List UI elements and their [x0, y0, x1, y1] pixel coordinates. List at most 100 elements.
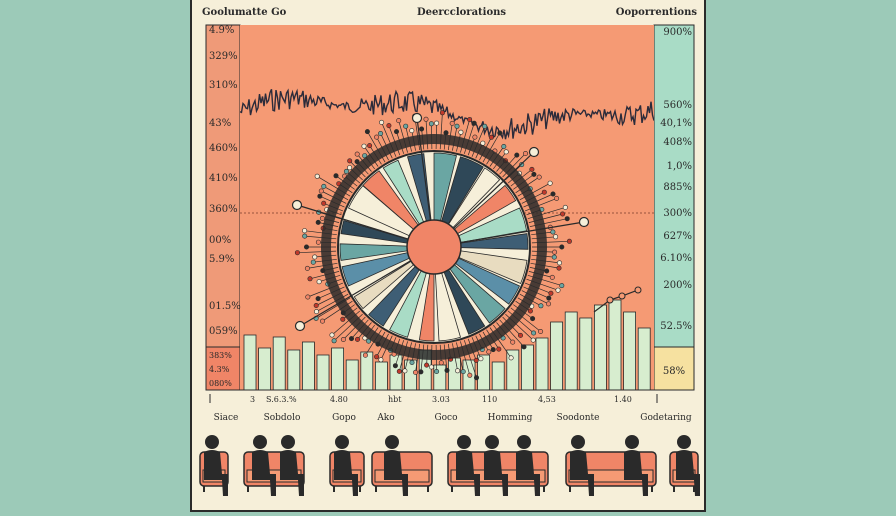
pin-head — [445, 368, 449, 372]
bar — [521, 345, 533, 390]
pin-head — [552, 255, 556, 259]
trend-point — [607, 297, 613, 303]
bar — [609, 300, 621, 390]
right-box-label: 58% — [663, 366, 685, 377]
left-labels: 4.9% 329% 310% 43% 460% 410% 360% 00% 5.… — [209, 25, 241, 388]
pin-head — [531, 331, 535, 335]
pin-head — [546, 302, 550, 306]
pin-head — [363, 353, 367, 357]
couch-icon — [372, 452, 432, 492]
pin-head — [320, 319, 324, 323]
x-tick-label: 110 — [482, 395, 497, 404]
pin-head — [316, 296, 320, 300]
pin-head — [439, 361, 443, 365]
pin-head — [511, 340, 515, 344]
pin-head — [303, 234, 307, 238]
pin-head — [531, 338, 535, 342]
pin-head — [473, 135, 477, 139]
pin-head — [403, 369, 407, 373]
pin-head — [319, 189, 323, 193]
right-label: 6.10% — [660, 253, 692, 264]
left-label: 01.5% — [209, 301, 241, 312]
pin-head — [498, 131, 502, 135]
right-label: 52.5% — [660, 321, 692, 332]
pin-head — [468, 373, 472, 377]
x-tick-label: 3.03 — [432, 395, 450, 404]
bar — [580, 318, 592, 390]
pin-head — [348, 159, 352, 163]
pin-head — [316, 220, 320, 224]
pin-head — [374, 135, 378, 139]
pin-head — [322, 201, 326, 205]
x-tick-label: 4,53 — [538, 395, 556, 404]
pin-head — [317, 280, 321, 284]
pin-head — [318, 194, 322, 198]
pin-head — [315, 174, 319, 178]
x-tick-label: 3 — [250, 395, 255, 404]
bar — [244, 335, 256, 390]
pin-head — [545, 269, 549, 273]
seating-illustration — [200, 435, 700, 496]
pin-head — [305, 266, 309, 270]
pin-head — [556, 288, 560, 292]
pointer-dot — [580, 218, 589, 227]
pin-head — [379, 358, 383, 362]
pin-head — [397, 118, 401, 122]
bar — [375, 362, 387, 390]
pin-head — [440, 111, 444, 115]
pin-head — [474, 358, 478, 362]
pin-head — [332, 339, 336, 343]
bar — [551, 322, 563, 390]
right-label: 1,0% — [667, 161, 692, 172]
pin-head — [472, 121, 476, 125]
pin-head — [379, 120, 383, 124]
right-label: 408% — [663, 137, 692, 148]
left-label: 410% — [209, 173, 238, 184]
pin-head — [394, 129, 398, 133]
pin-head — [419, 370, 423, 374]
pin-head — [548, 181, 552, 185]
pin-head — [397, 369, 401, 373]
pin-head — [344, 169, 348, 173]
pin-head — [419, 127, 423, 131]
pin-head — [483, 124, 487, 128]
pin-head — [434, 369, 438, 373]
bar — [536, 338, 548, 390]
pin-head — [314, 303, 318, 307]
pin-head — [393, 364, 397, 368]
pin-head — [551, 192, 555, 196]
left-label: 5.9% — [209, 254, 234, 265]
pin-head — [311, 260, 315, 264]
pointer-dot — [296, 322, 305, 331]
pin-head — [497, 347, 501, 351]
pin-head — [374, 355, 378, 359]
pin-head — [304, 245, 308, 249]
pin-head — [313, 255, 317, 259]
x-tick-label: 1.40 — [614, 395, 632, 404]
pin-head — [429, 365, 433, 369]
pin-head — [455, 369, 459, 373]
bar — [259, 348, 271, 390]
pin-head — [489, 135, 493, 139]
pin-head — [539, 304, 543, 308]
pin-head — [504, 150, 508, 154]
pin-head — [378, 131, 382, 135]
right-label: 560% — [663, 100, 692, 111]
pin-head — [308, 277, 312, 281]
pin-head — [365, 129, 369, 133]
header-center: Deercclorations — [417, 7, 506, 18]
left-box-label: 080% — [209, 379, 232, 388]
pin-head — [474, 376, 478, 380]
pin-head — [467, 117, 471, 121]
category-label: Siace — [214, 413, 239, 423]
category-labels: Siace Sobdolo Gopo Ako Goco Homming Sood… — [214, 413, 692, 423]
left-label: 43% — [209, 118, 231, 129]
pointer-dot — [413, 114, 422, 123]
pin-head — [550, 275, 554, 279]
bar — [302, 342, 314, 390]
pin-head — [528, 309, 532, 313]
pin-head — [487, 350, 491, 354]
pin-head — [530, 316, 534, 320]
x-ticks: 3 S.6.3.% 4.80 hbt 3.03 110 4,53 1.40 — [210, 394, 657, 404]
pin-head — [306, 295, 310, 299]
